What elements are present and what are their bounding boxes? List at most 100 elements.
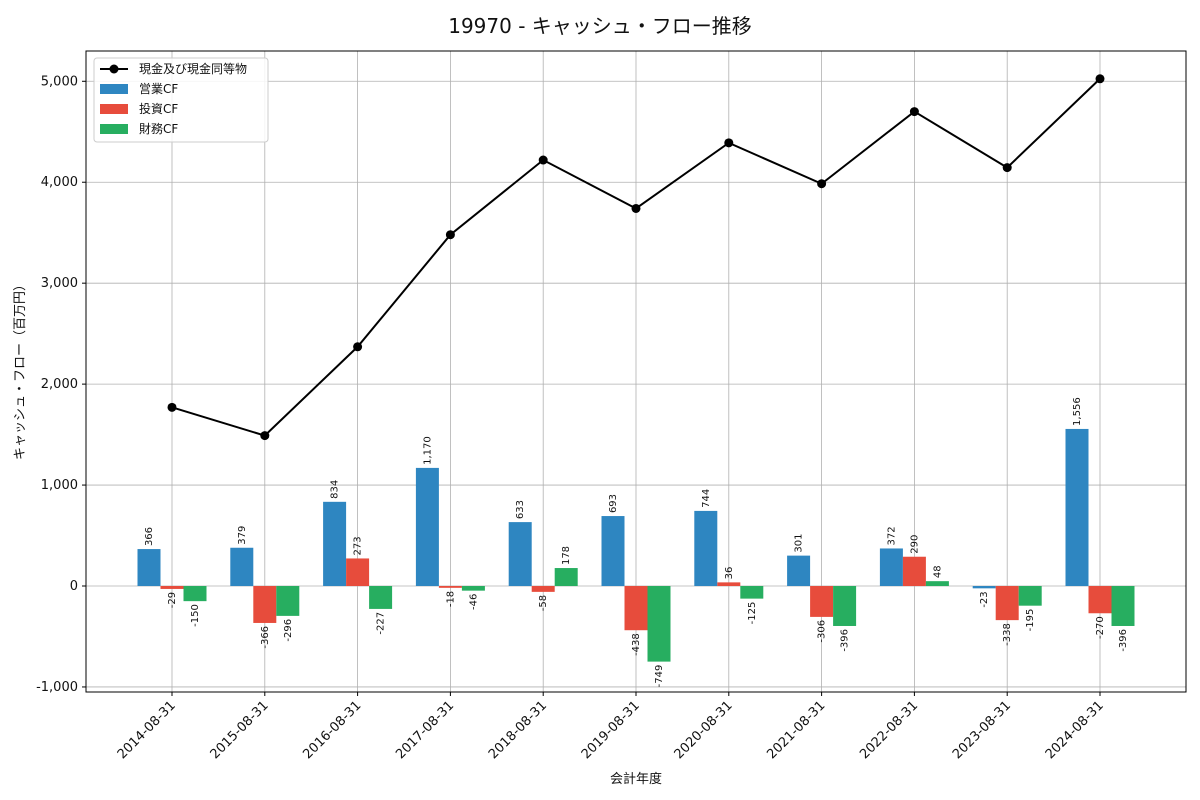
x-tick-label: 2021-08-31	[764, 698, 828, 762]
bar-value-label: -227	[376, 612, 387, 635]
bar-value-label: 1,556	[1072, 397, 1083, 426]
cash-line-marker	[724, 138, 734, 148]
bar-value-label: 290	[909, 535, 920, 554]
bar	[554, 568, 578, 587]
y-tick-label: 0	[70, 579, 78, 594]
bar	[253, 586, 277, 623]
bar	[995, 586, 1019, 621]
cash-line-marker	[909, 107, 919, 117]
cash-line-marker	[1002, 163, 1012, 173]
bar-value-label: 301	[794, 534, 805, 553]
bar-value-label: -125	[747, 602, 758, 625]
y-tick-label: 1,000	[41, 478, 78, 493]
bar	[183, 586, 207, 602]
bar	[972, 586, 996, 589]
bar-value-label: -150	[190, 604, 201, 627]
bar-value-label: -438	[631, 633, 642, 656]
y-axis-label: キャッシュ・フロー（百万円）	[13, 278, 28, 460]
cash-line-marker	[817, 179, 827, 189]
bar	[137, 549, 161, 587]
legend-marker-swatch	[109, 64, 119, 74]
bar	[508, 522, 532, 587]
bar	[1111, 586, 1135, 626]
bar	[438, 586, 462, 588]
legend-bar-swatch	[100, 84, 128, 94]
y-tick-label: 4,000	[41, 175, 78, 190]
bar-value-label: 379	[237, 526, 248, 545]
cash-line-marker	[167, 402, 177, 412]
bar-value-label: -396	[1118, 629, 1129, 652]
x-tick-label: 2016-08-31	[300, 698, 364, 762]
chart-title: 19970 - キャッシュ・フロー推移	[448, 14, 752, 38]
bar	[925, 581, 949, 587]
bar	[415, 467, 439, 587]
bar	[694, 510, 718, 587]
x-tick-label: 2019-08-31	[579, 698, 643, 762]
bar-value-label: 372	[886, 526, 897, 545]
bar-value-label: -366	[260, 626, 271, 649]
legend-label: 現金及び現金同等物	[139, 61, 247, 76]
cash-line-marker	[260, 431, 270, 441]
bar	[1088, 586, 1112, 614]
bar-value-label: 36	[724, 567, 735, 580]
bar	[276, 586, 300, 616]
bar	[601, 516, 625, 587]
x-tick-label: 2023-08-31	[950, 698, 1014, 762]
bar	[230, 547, 254, 587]
bar	[1065, 428, 1089, 587]
bar	[461, 586, 485, 591]
bar-value-label: -18	[445, 591, 456, 607]
bar-value-label: -396	[840, 629, 851, 652]
bars	[137, 428, 1135, 662]
cash-line-marker	[353, 342, 363, 352]
bar-value-label: -46	[468, 594, 479, 610]
bar-value-label: 273	[353, 536, 364, 555]
bar	[369, 586, 393, 609]
bar-value-label: -29	[167, 592, 178, 608]
x-axis-label: 会計年度	[610, 771, 662, 787]
x-tick-label: 2017-08-31	[393, 698, 457, 762]
bar-labels: 366 379 834 1,170 633 693 744 301 372 -23 1,556 -29…	[144, 397, 1129, 687]
legend-bar-swatch	[100, 104, 128, 114]
x-tick-label: 2018-08-31	[486, 698, 550, 762]
bar	[810, 586, 834, 617]
legend-label: 営業CF	[139, 82, 178, 96]
y-tick-label: 2,000	[41, 377, 78, 392]
bar-value-label: 744	[701, 489, 712, 508]
bar-value-label: 48	[932, 565, 943, 578]
bar-value-label: 178	[561, 546, 572, 565]
bar	[740, 586, 764, 599]
legend-box	[93, 57, 269, 143]
x-tick-label: 2015-08-31	[208, 698, 272, 762]
bar	[624, 586, 648, 631]
y-axis: -1,000 0 1,000 2,000 3,000 4,000 5,000	[36, 74, 86, 695]
bar-value-label: -23	[979, 591, 990, 607]
bar-value-label: 633	[515, 500, 526, 519]
y-tick-label: -1,000	[36, 680, 78, 695]
x-tick-label: 2014-08-31	[115, 698, 179, 762]
cash-line-marker	[445, 230, 455, 240]
cash-line	[167, 74, 1105, 441]
bar	[717, 582, 741, 587]
bar-value-label: -306	[817, 620, 828, 643]
bar-value-label: -58	[538, 595, 549, 611]
bar	[346, 558, 370, 587]
y-tick-label: 3,000	[41, 276, 78, 291]
x-tick-label: 2020-08-31	[672, 698, 736, 762]
bar	[1018, 586, 1042, 606]
bar-value-label: 366	[144, 527, 155, 546]
bar-value-label: -296	[283, 619, 294, 642]
cash-line-marker	[538, 155, 548, 165]
bar	[902, 556, 926, 587]
bar	[879, 548, 903, 587]
bar	[323, 501, 347, 587]
bar-value-label: -270	[1095, 616, 1106, 639]
bar-value-label: -338	[1002, 623, 1013, 646]
bar	[647, 586, 671, 662]
bar	[787, 555, 811, 587]
y-tick-label: 5,000	[41, 74, 78, 89]
bar	[160, 586, 184, 589]
x-tick-label: 2022-08-31	[857, 698, 921, 762]
bar-value-label: 693	[608, 494, 619, 513]
